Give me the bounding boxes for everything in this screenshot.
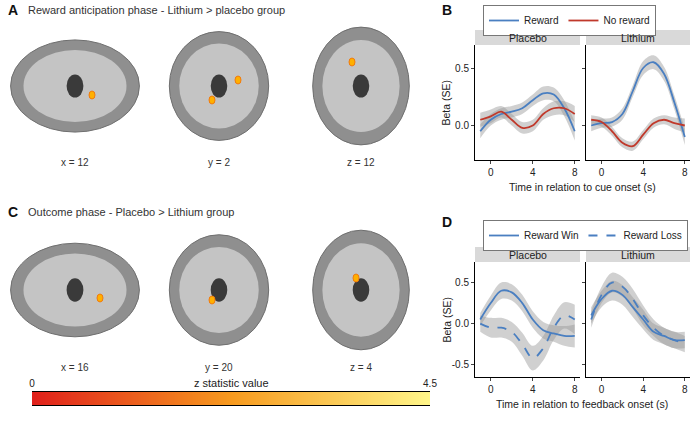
svg-text:x = 16: x = 16 — [61, 362, 89, 373]
svg-text:8: 8 — [572, 167, 578, 178]
svg-text:0: 0 — [29, 378, 35, 389]
svg-text:B: B — [442, 2, 452, 18]
svg-text:Beta (SE): Beta (SE) — [440, 80, 452, 126]
svg-text:Placebo: Placebo — [509, 32, 547, 44]
svg-text:C: C — [8, 204, 18, 220]
svg-text:Time in relation to feedback o: Time in relation to feedback onset (s) — [496, 398, 668, 410]
svg-text:No reward: No reward — [603, 15, 649, 26]
svg-text:y = 20: y = 20 — [205, 362, 233, 373]
svg-text:Placebo: Placebo — [509, 249, 547, 261]
svg-text:Lithium: Lithium — [621, 249, 655, 261]
svg-text:8: 8 — [682, 384, 688, 395]
svg-text:4: 4 — [530, 384, 536, 395]
svg-text:x = 12: x = 12 — [61, 157, 89, 168]
svg-text:0: 0 — [488, 167, 494, 178]
svg-text:0: 0 — [488, 384, 494, 395]
svg-text:8: 8 — [572, 384, 578, 395]
svg-text:0: 0 — [599, 384, 605, 395]
svg-text:0.5: 0.5 — [455, 277, 469, 288]
svg-text:Reward Win: Reward Win — [524, 230, 578, 241]
svg-text:4: 4 — [530, 167, 536, 178]
svg-text:z statistic value: z statistic value — [194, 377, 269, 389]
svg-text:y = 2: y = 2 — [208, 157, 230, 168]
svg-text:4.5: 4.5 — [423, 378, 437, 389]
svg-text:0.0: 0.0 — [455, 120, 469, 131]
svg-text:Reward anticipation phase - Li: Reward anticipation phase - Lithium > pl… — [28, 4, 285, 16]
svg-text:D: D — [442, 214, 452, 230]
svg-text:0.5: 0.5 — [455, 63, 469, 74]
svg-text:4: 4 — [640, 384, 646, 395]
svg-text:Outcome phase - Placebo > Lith: Outcome phase - Placebo > Lithium group — [28, 206, 234, 218]
svg-text:0.0: 0.0 — [455, 318, 469, 329]
svg-text:4: 4 — [640, 167, 646, 178]
svg-text:A: A — [8, 2, 18, 18]
svg-text:z = 12: z = 12 — [347, 157, 375, 168]
svg-text:z = 4: z = 4 — [350, 362, 372, 373]
svg-text:0: 0 — [599, 167, 605, 178]
svg-text:Time in relation to cue onset: Time in relation to cue onset (s) — [509, 181, 656, 193]
svg-text:Beta (SE): Beta (SE) — [441, 297, 453, 343]
svg-text:Lithium: Lithium — [621, 32, 655, 44]
svg-text:-0.5: -0.5 — [452, 359, 470, 370]
svg-text:Reward: Reward — [524, 15, 558, 26]
svg-text:Reward Loss: Reward Loss — [623, 230, 681, 241]
svg-text:8: 8 — [682, 167, 688, 178]
